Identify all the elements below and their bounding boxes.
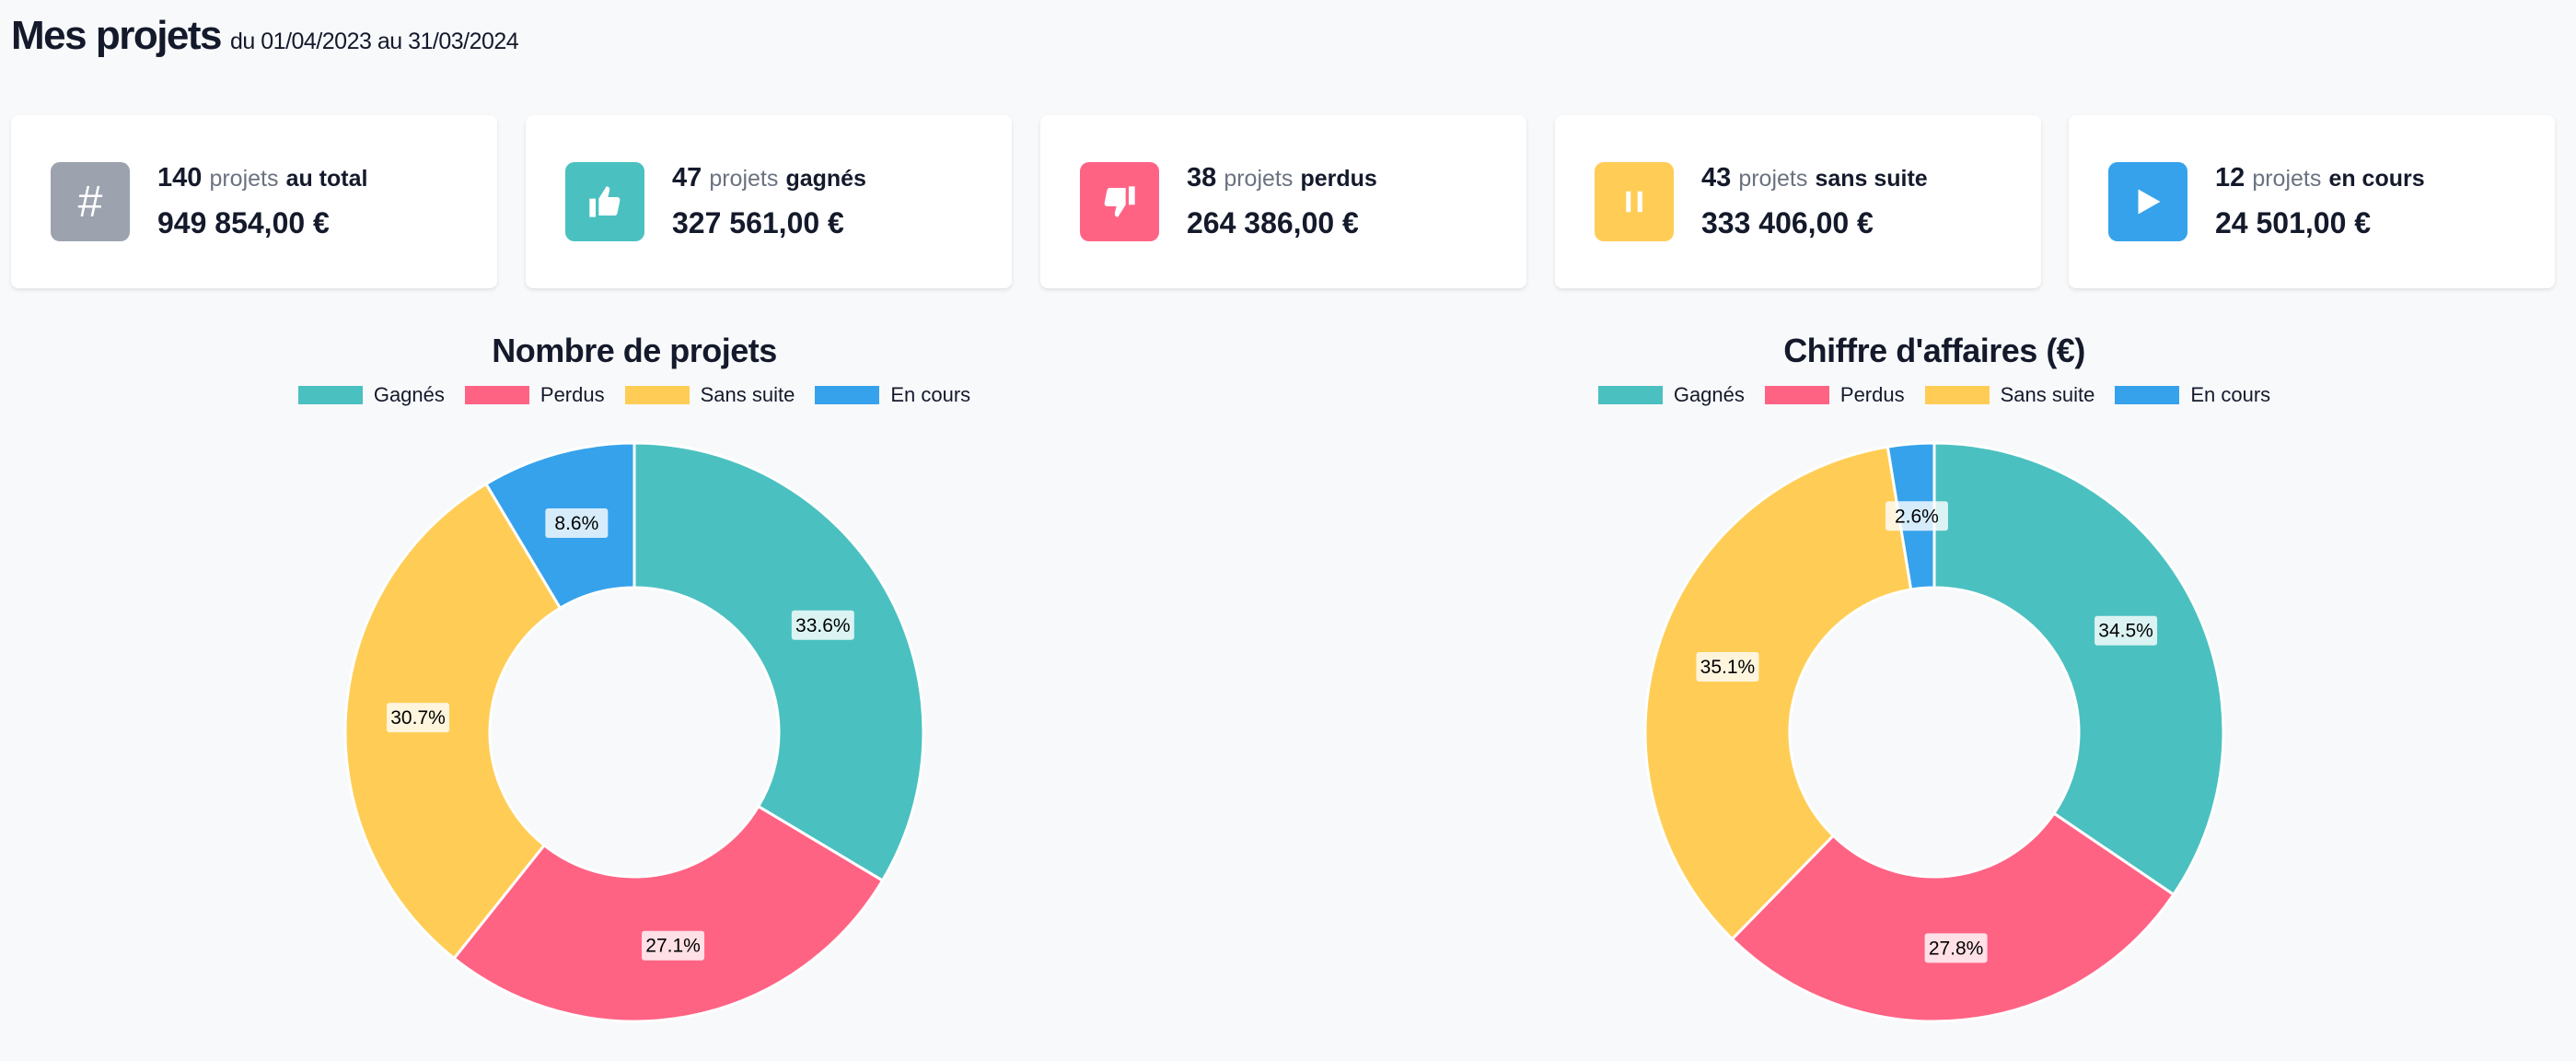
slice-label: 34.5%	[2094, 615, 2158, 646]
slice-label-bg	[1885, 501, 1948, 531]
date-range: du 01/04/2023 au 31/03/2024	[230, 29, 519, 54]
slice-label-text: 8.6%	[554, 513, 598, 534]
legend-label: Perdus	[1839, 383, 1905, 406]
page-title: Mes projets	[11, 13, 223, 58]
donut-chart: 34.5% 27.8% 35.1% 2.6%	[1643, 441, 2225, 1023]
slice-label-text: 27.1%	[645, 936, 701, 957]
legend-label: Sans suite	[2000, 383, 2095, 406]
legend-swatch	[815, 386, 880, 404]
donut-slice-sans-suite[interactable]	[1643, 445, 1913, 941]
slice-label: 33.6%	[791, 610, 854, 640]
legend-item[interactable]: Gagnés	[297, 383, 445, 407]
pause-icon	[1595, 162, 1674, 241]
slice-label: 27.8%	[1924, 933, 1988, 963]
slice-label-bg	[1696, 652, 1759, 682]
slice-label: 2.6%	[1885, 501, 1948, 531]
stat-word: projets	[1738, 166, 1808, 192]
slice-label-text: 2.6%	[1895, 506, 1939, 527]
stat-card: 38 projets perdus 264 386,00 €	[1040, 115, 1526, 288]
slice-label-bg	[2094, 615, 2158, 646]
stat-status: en cours	[2328, 166, 2425, 192]
stat-count: 140	[157, 163, 203, 192]
play-icon	[2108, 162, 2187, 241]
stat-card: 43 projets sans suite 333 406,00 €	[1555, 115, 2041, 288]
page-header: Mes projets du 01/04/2023 au 31/03/2024	[11, 13, 519, 59]
stat-amount: 333 406,00 €	[1701, 206, 1874, 239]
chart-header: Chiffre d'affaires (€) Gagnés Perdus Sans s…	[1520, 332, 2349, 407]
legend-swatch	[2115, 386, 2180, 404]
legend-item[interactable]: Gagnés	[1597, 383, 1745, 407]
donut-slice-gagnés[interactable]	[632, 441, 925, 883]
legend-label: Gagnés	[1673, 383, 1745, 406]
stat-amount: 264 386,00 €	[1187, 206, 1359, 239]
slice-label-text: 27.8%	[1929, 938, 1984, 959]
stat-word: projets	[2252, 166, 2322, 192]
slice-label-bg	[387, 703, 450, 733]
stat-amount: 327 561,00 €	[672, 206, 844, 239]
legend-item[interactable]: En cours	[815, 383, 970, 407]
legend-label: Sans suite	[700, 383, 795, 406]
stat-card: 12 projets en cours 24 501,00 €	[2069, 115, 2555, 288]
stat-status: gagnés	[785, 166, 866, 192]
legend-label: Gagnés	[373, 383, 445, 406]
donut-slice-perdus[interactable]	[452, 804, 885, 1023]
legend-swatch	[624, 386, 690, 404]
slice-label-bg	[791, 610, 854, 640]
legend-item[interactable]: Perdus	[464, 383, 605, 407]
legend-label: Perdus	[540, 383, 605, 406]
slice-label-text: 30.7%	[390, 707, 446, 729]
stat-count: 12	[2215, 163, 2245, 192]
legend-swatch	[1597, 386, 1663, 404]
stat-count: 38	[1187, 163, 1217, 192]
stat-status: perdus	[1300, 166, 1377, 192]
slice-label: 30.7%	[387, 703, 450, 733]
slice-label: 27.1%	[642, 930, 705, 961]
stat-status: sans suite	[1815, 166, 1928, 192]
slice-label-text: 33.6%	[795, 615, 851, 636]
stat-card: 47 projets gagnés 327 561,00 €	[526, 115, 1012, 288]
donut-chart: 33.6% 27.1% 30.7% 8.6%	[343, 441, 925, 1023]
legend-swatch	[464, 386, 529, 404]
thumbs-up-icon	[565, 162, 644, 241]
slice-label-bg	[1924, 933, 1988, 963]
legend-item[interactable]: En cours	[2115, 383, 2270, 407]
legend-label: En cours	[2190, 383, 2271, 406]
legend-item[interactable]: Sans suite	[624, 383, 795, 407]
donut-slice-sans-suite[interactable]	[343, 482, 563, 961]
chart-title: Chiffre d'affaires (€)	[1783, 332, 2085, 369]
legend-item[interactable]: Perdus	[1764, 383, 1905, 407]
stat-word: projets	[709, 166, 779, 192]
stat-count: 47	[672, 163, 702, 192]
legend-item[interactable]: Sans suite	[1924, 383, 2095, 407]
legend-label: En cours	[890, 383, 971, 406]
thumbs-down-icon	[1080, 162, 1159, 241]
stat-word: projets	[1224, 166, 1294, 192]
slice-label: 35.1%	[1696, 652, 1759, 682]
stat-amount: 949 854,00 €	[157, 206, 330, 239]
slice-label-bg	[642, 930, 705, 961]
chart-legend: Gagnés Perdus Sans suite En cours	[1520, 383, 2349, 407]
hash-icon: #	[51, 162, 130, 241]
slice-label-text: 34.5%	[2098, 621, 2153, 642]
stat-count: 43	[1701, 163, 1732, 192]
stat-word: projets	[209, 166, 279, 192]
slice-label-bg	[545, 507, 609, 538]
donut-slice-gagnés[interactable]	[1932, 441, 2225, 897]
chart-title: Nombre de projets	[492, 332, 777, 369]
legend-swatch	[1764, 386, 1829, 404]
slice-label: 8.6%	[545, 507, 609, 538]
chart-header: Nombre de projets Gagnés Perdus Sans suite E…	[220, 332, 1049, 407]
donut-slice-perdus[interactable]	[1730, 811, 2176, 1023]
legend-swatch	[1924, 386, 1990, 404]
stat-card: # 140 projets au total 949 854,00 €	[11, 115, 497, 288]
stat-status: au total	[285, 166, 368, 192]
stat-amount: 24 501,00 €	[2215, 206, 2372, 239]
chart-legend: Gagnés Perdus Sans suite En cours	[220, 383, 1049, 407]
legend-swatch	[297, 386, 363, 404]
slice-label-text: 35.1%	[1700, 657, 1756, 678]
